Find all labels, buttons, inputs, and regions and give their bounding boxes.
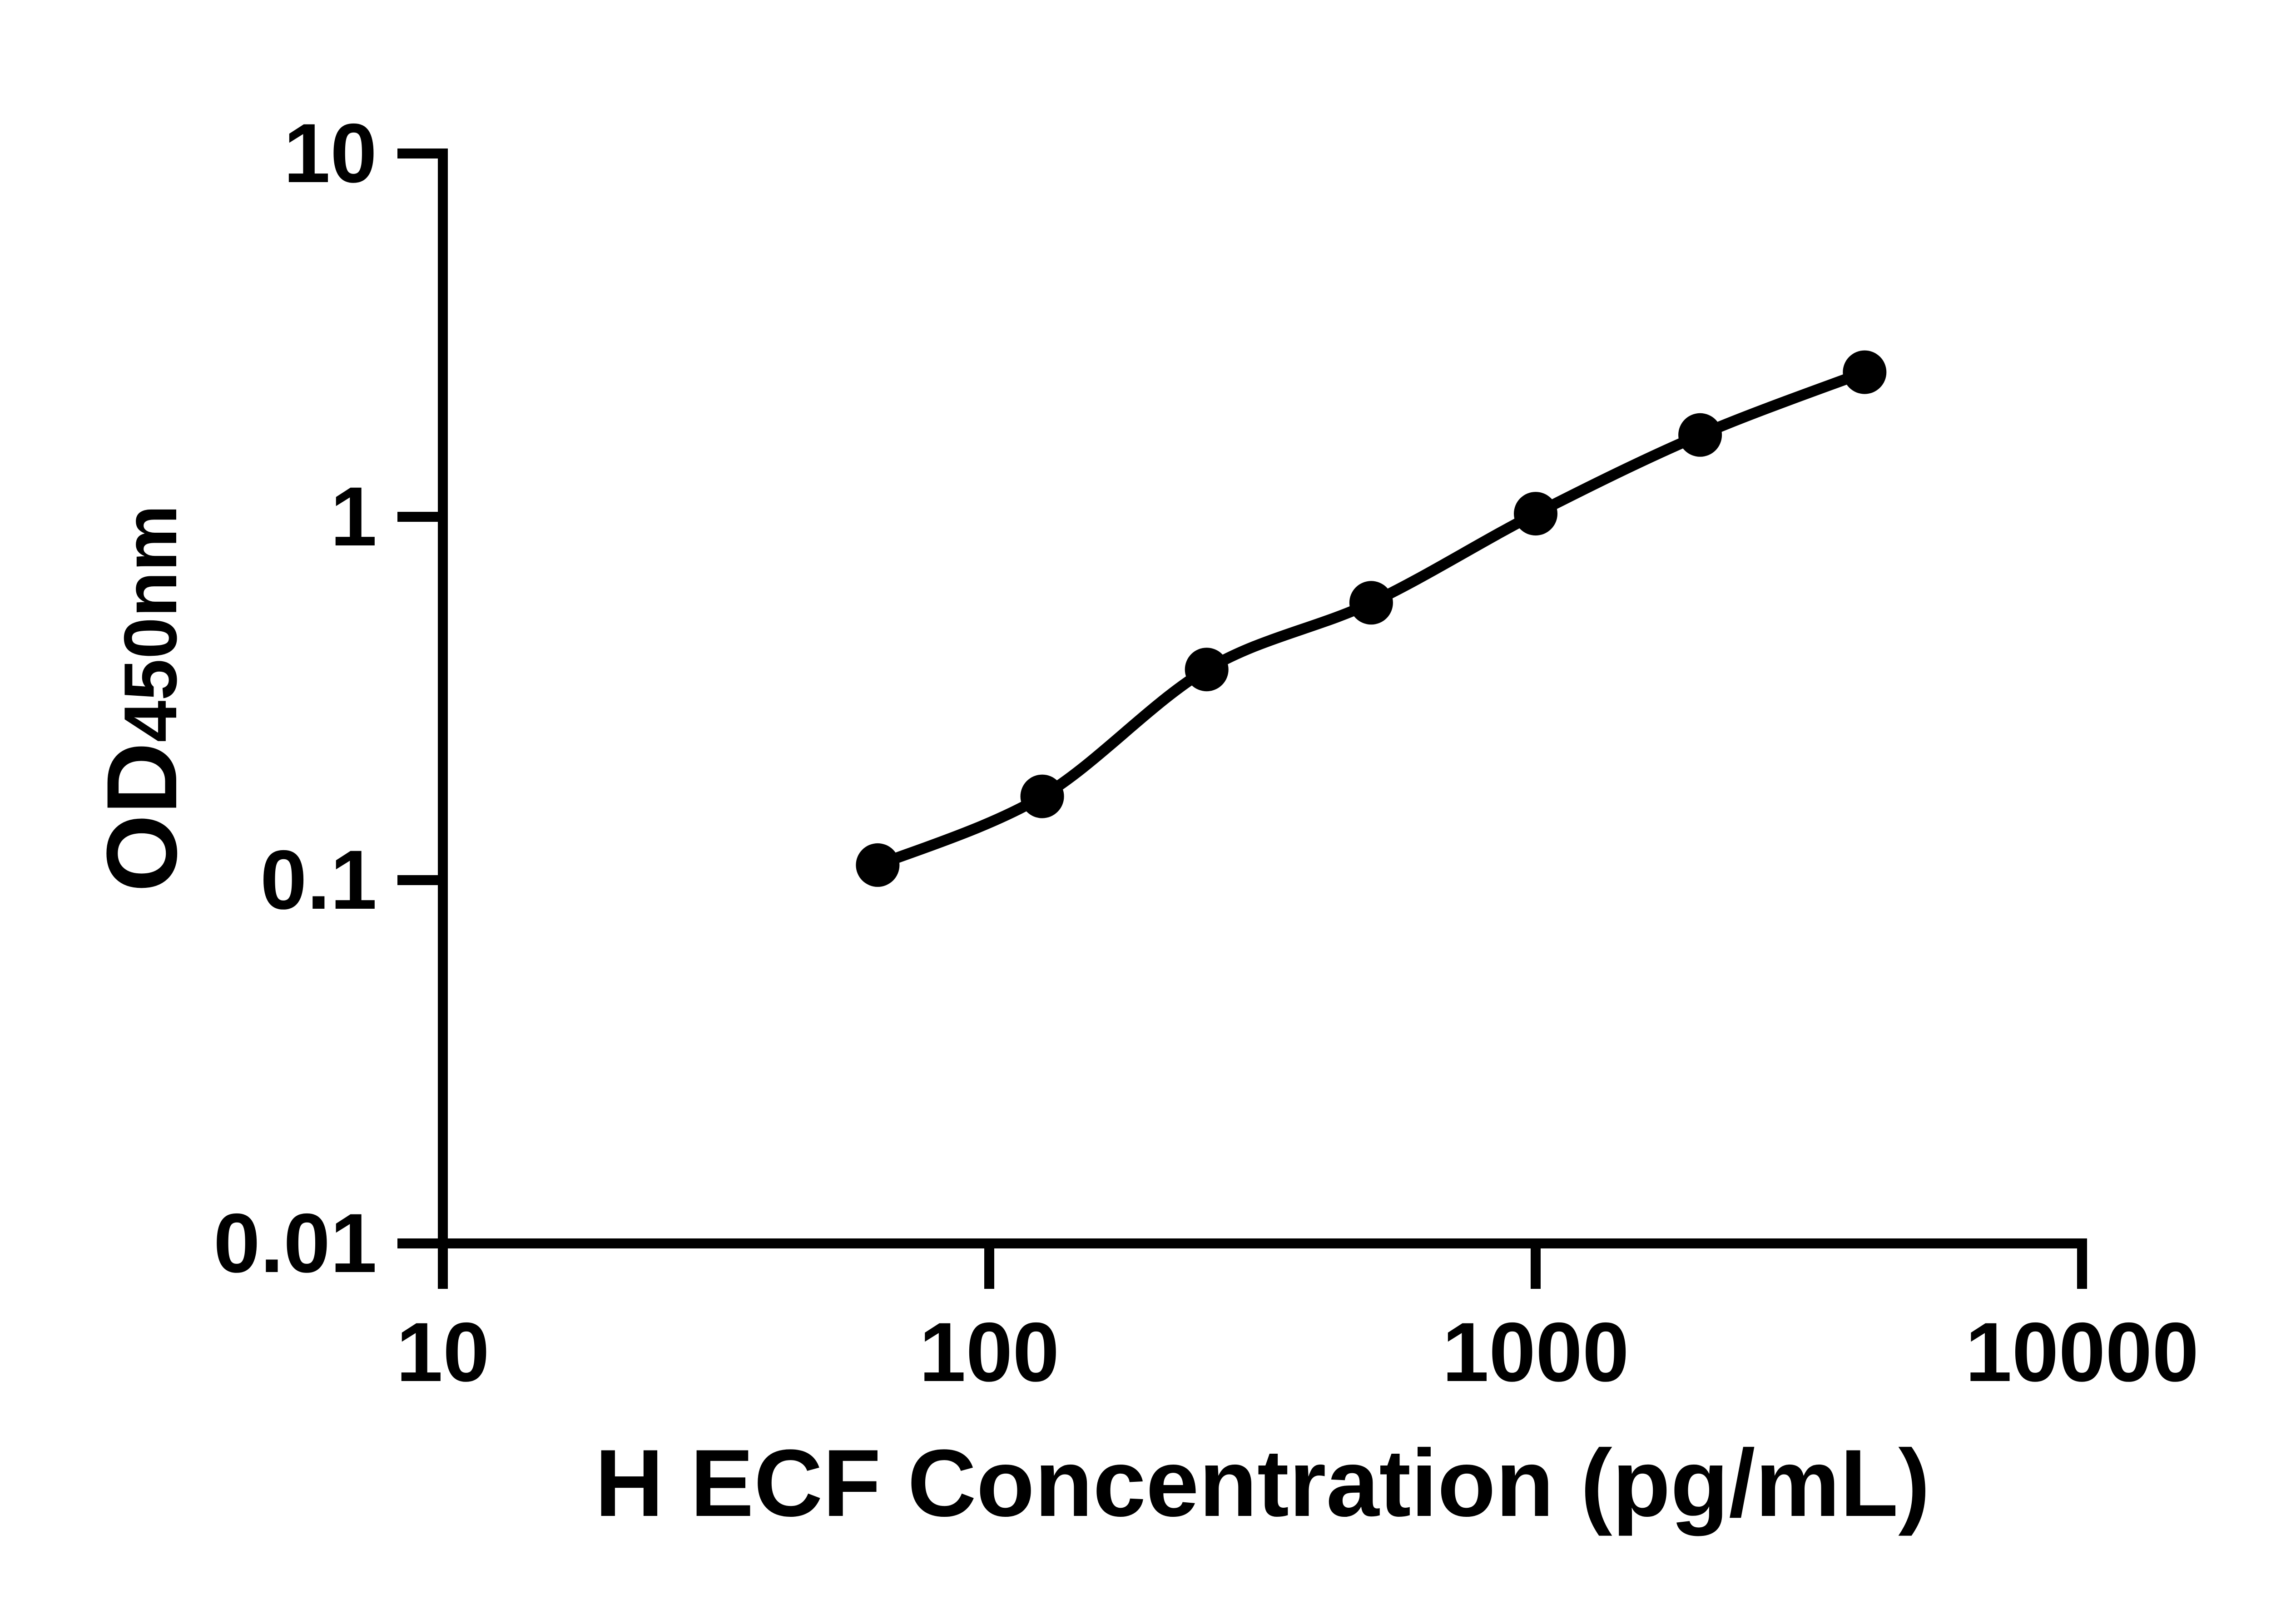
y-tick-label: 0.01 bbox=[213, 1197, 377, 1290]
y-axis-title-sub: 450nm bbox=[109, 505, 192, 743]
data-point bbox=[1349, 581, 1393, 625]
axes bbox=[397, 149, 2087, 1289]
y-tick-label: 0.1 bbox=[260, 833, 377, 927]
x-tick-label: 10000 bbox=[1965, 1306, 2199, 1399]
data-points bbox=[856, 350, 1887, 887]
y-tick-label: 10 bbox=[283, 107, 377, 200]
y-axis-title: OD450nm bbox=[86, 505, 198, 892]
data-point bbox=[1514, 492, 1557, 536]
y-axis-title-main: OD bbox=[86, 742, 198, 892]
x-axis-title: H ECF Concentration (pg/mL) bbox=[595, 1430, 1930, 1536]
data-point bbox=[1185, 648, 1229, 692]
x-tick-label: 1000 bbox=[1442, 1306, 1629, 1399]
y-tick-label: 1 bbox=[330, 470, 377, 564]
data-point bbox=[856, 843, 900, 887]
data-point bbox=[1678, 413, 1722, 457]
x-tick-label: 100 bbox=[919, 1306, 1060, 1399]
x-tick-label: 10 bbox=[396, 1306, 490, 1399]
data-point bbox=[1020, 774, 1064, 818]
data-point bbox=[1843, 350, 1887, 394]
